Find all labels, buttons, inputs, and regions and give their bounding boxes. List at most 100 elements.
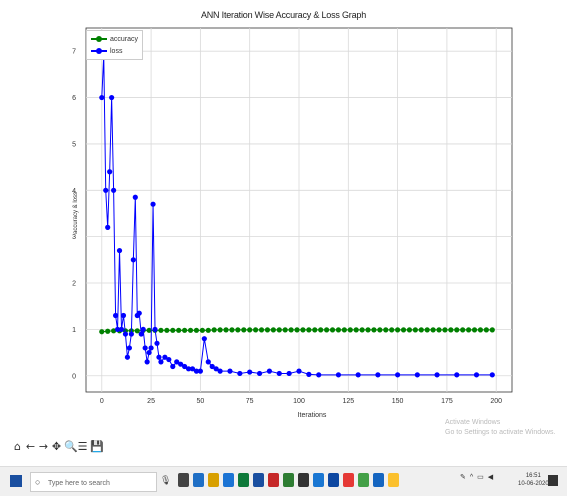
home-icon[interactable]: ⌂ [14,440,21,453]
data-point-accuracy [383,327,389,333]
data-point-accuracy [211,327,217,333]
clock-time: 16:51 [525,473,541,479]
data-point-loss [142,345,148,351]
data-point-loss [335,372,342,378]
data-point-accuracy [389,327,395,333]
app-icon-green[interactable] [238,473,249,487]
notification-icon[interactable] [548,475,558,486]
y-tick-label: 2 [72,281,76,288]
legend-entry-accuracy: accuracy [91,33,138,45]
data-point-accuracy [400,327,407,333]
data-point-accuracy [270,327,276,333]
zoom-icon[interactable]: 🔍 [64,440,78,453]
task-view-icon[interactable] [178,473,189,487]
data-point-accuracy [329,327,336,333]
data-point-accuracy [223,327,229,333]
data-point-loss [166,356,172,363]
data-point-loss [266,368,273,374]
data-point-accuracy [335,327,342,333]
x-tick-label: 75 [246,398,254,405]
windows-taskbar: ○ Type here to search 🎙 ✎ ^ ▭ ◀ 16:51 10-… [0,466,567,496]
app-icon-blue[interactable] [253,473,264,487]
data-point-accuracy [477,327,484,333]
data-point-accuracy [253,327,259,333]
chevron-up-icon[interactable]: ^ [469,473,474,481]
data-point-accuracy [229,327,235,333]
data-point-accuracy [288,327,294,333]
app-icon-blue-3[interactable] [373,473,384,487]
data-point-loss [148,345,154,351]
data-point-accuracy [430,327,436,333]
data-point-accuracy [371,327,377,333]
edge-icon[interactable] [193,473,204,487]
data-point-accuracy [312,327,318,333]
store-icon[interactable] [223,473,234,487]
chart-plot: 0 25 50 75 100 125 150 175 200 0 1 2 3 4 5 6 7 [72,27,513,405]
data-point-accuracy [436,327,442,333]
app-icon-blue-2[interactable] [313,473,324,487]
taskbar-clock[interactable]: 16:51 10-06-2020 [518,472,549,488]
x-tick-label: 50 [196,398,204,405]
data-point-accuracy [483,327,489,333]
pen-icon[interactable]: ✎ [460,474,466,481]
data-point-accuracy [454,327,460,333]
data-point-accuracy [424,327,430,333]
app-icon-dark[interactable] [298,473,309,487]
data-point-accuracy [347,327,353,333]
data-point-accuracy [377,327,383,333]
data-point-loss [114,326,121,333]
pan-icon[interactable]: ✥ [51,440,62,453]
data-point-loss [256,370,263,377]
data-point-loss [434,372,440,378]
app-icon-red[interactable] [268,473,279,487]
save-icon[interactable]: 💾 [90,440,104,453]
data-point-accuracy [146,327,152,333]
data-point-accuracy [193,327,200,333]
data-point-accuracy [134,328,140,334]
app-icon-green-3[interactable] [358,473,369,487]
y-axis-label: accuracy & loss [73,191,80,235]
data-point-accuracy [217,327,223,333]
volume-icon[interactable]: ◀ [487,474,494,481]
chart-legend: accuracy loss [86,30,144,60]
data-point-loss [316,372,322,378]
data-point-loss [152,326,158,333]
data-point-accuracy [318,327,324,333]
y-tick-label: 3 [72,234,76,241]
x-tick-label: 150 [392,398,404,405]
back-arrow-icon[interactable]: ← [25,440,36,453]
data-point-loss [120,312,127,319]
forward-arrow-icon[interactable]: → [38,440,49,453]
configure-subplots-icon[interactable]: ☰ [77,440,88,453]
start-button[interactable] [10,475,22,487]
data-point-loss [112,312,119,319]
data-point-loss [107,169,113,175]
data-point-loss [170,363,176,370]
app-icon-green-2[interactable] [283,473,294,487]
data-point-loss [105,224,111,230]
data-point-loss [109,94,115,101]
x-tick-label: 100 [293,398,305,405]
data-point-loss [150,201,156,207]
app-icon-red-2[interactable] [343,473,354,487]
data-point-loss [156,354,162,360]
data-point-accuracy [258,327,265,333]
search-placeholder: Type here to search [48,480,110,487]
network-icon[interactable]: ▭ [477,474,484,481]
legend-label-accuracy: accuracy [110,35,139,43]
app-icon-word[interactable] [328,473,339,487]
file-explorer-icon[interactable] [208,473,219,487]
microphone-icon[interactable]: 🎙 [160,475,172,485]
y-tick-label: 4 [72,188,76,195]
data-point-loss [296,368,302,374]
data-point-loss [395,372,401,378]
data-point-loss [154,340,160,346]
search-box[interactable]: ○ Type here to search [30,472,157,492]
legend-entry-loss: loss [91,45,138,57]
x-tick-label: 200 [490,398,502,405]
app-icon-yellow[interactable] [388,473,399,487]
data-point-loss [237,370,243,377]
watermark-line1: Activate Windows [445,419,501,426]
data-point-loss [138,331,144,337]
data-point-loss [306,371,312,377]
